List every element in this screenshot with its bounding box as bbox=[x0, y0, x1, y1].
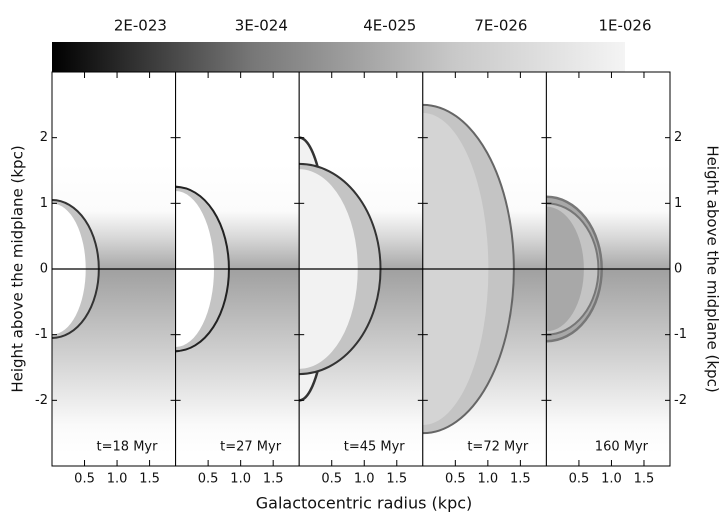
x-tick-label: 1.0 bbox=[230, 472, 251, 487]
colorbar-tick-label: 4E-025 bbox=[363, 17, 416, 35]
x-tick-label: 1.5 bbox=[139, 472, 160, 487]
y-tick-label: 2 bbox=[40, 130, 48, 145]
x-axis-label: Galactocentric radius (kpc) bbox=[256, 494, 473, 513]
x-tick-label: 1.0 bbox=[354, 472, 375, 487]
panel-label: t=27 Myr bbox=[220, 440, 282, 455]
colorbar-tick-label: 3E-024 bbox=[235, 17, 288, 35]
colorbar-tick-label: 1E-026 bbox=[598, 17, 651, 35]
x-tick-label: 0.5 bbox=[198, 472, 219, 487]
y-tick-label: 0 bbox=[40, 262, 48, 277]
y-axis-label: Height above the midplane (kpc) bbox=[9, 145, 27, 392]
y-tick-label-right: 0 bbox=[674, 262, 682, 277]
panel: t=27 Myr 0.5 1.0 1.5 bbox=[175, 71, 300, 487]
y-tick-label: -1 bbox=[35, 327, 48, 342]
x-tick-label: 1.5 bbox=[510, 472, 531, 487]
y-tick-label-right: -2 bbox=[674, 393, 687, 408]
panel-label: t=45 Myr bbox=[344, 440, 406, 455]
x-tick-label: 1.0 bbox=[478, 472, 499, 487]
panel: t=72 Myr 0.5 1.0 1.5 bbox=[422, 71, 547, 487]
x-tick-label: 0.5 bbox=[74, 472, 95, 487]
panel: t=45 Myr 0.5 1.0 1.5 bbox=[298, 71, 424, 487]
y-tick-label-right: 1 bbox=[674, 196, 682, 211]
y-tick-label: 1 bbox=[40, 196, 48, 211]
colorbar bbox=[52, 42, 625, 72]
colorbar-tick-label: 7E-026 bbox=[474, 17, 527, 35]
panel: 160 Myr 0.5 1.0 1.5 bbox=[545, 71, 671, 487]
y-tick-label-right: -1 bbox=[674, 327, 687, 342]
panel: t=18 Myr 0.5 1.0 1.5 bbox=[51, 71, 177, 487]
panel-label: t=18 Myr bbox=[97, 440, 159, 455]
x-tick-label: 0.5 bbox=[321, 472, 342, 487]
colorbar-tick-label: 2E-023 bbox=[114, 17, 167, 35]
panel-label: 160 Myr bbox=[595, 440, 649, 455]
x-tick-label: 1.0 bbox=[107, 472, 128, 487]
x-tick-label: 1.5 bbox=[263, 472, 284, 487]
panel-label: t=72 Myr bbox=[467, 440, 529, 455]
x-tick-label: 1.5 bbox=[386, 472, 407, 487]
y-tick-label: -2 bbox=[35, 393, 48, 408]
y-tick-label-right: 2 bbox=[674, 130, 682, 145]
x-tick-label: 0.5 bbox=[445, 472, 466, 487]
x-tick-label: 1.5 bbox=[634, 472, 655, 487]
y-axis-label-right: Height above the midplane (kpc) bbox=[704, 145, 722, 392]
x-tick-label: 1.0 bbox=[601, 472, 622, 487]
x-tick-label: 0.5 bbox=[569, 472, 590, 487]
